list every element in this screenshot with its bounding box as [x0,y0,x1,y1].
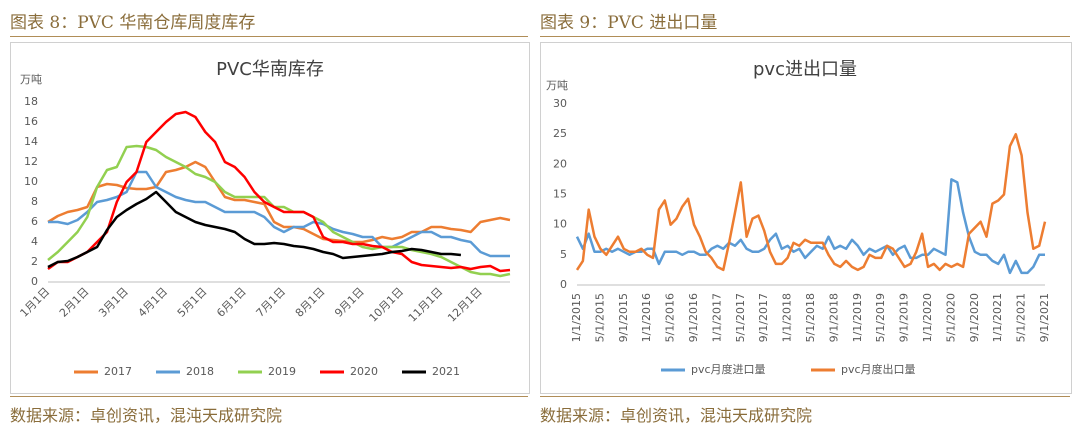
y-tick-label: 8 [31,195,38,208]
x-tick-label: 1/1/2021 [991,293,1004,342]
y-tick-label: 12 [24,155,38,168]
rule [540,396,1070,397]
rule [540,36,1070,37]
x-tick-label: 8月1日 [293,285,328,320]
x-tick-label: 11月1日 [406,285,446,325]
y-axis-label: 万吨 [20,73,42,86]
x-tick-label: 5月1日 [175,285,210,320]
x-tick-label: 1/1/2019 [851,293,864,342]
x-tick-label: 4月1日 [136,285,171,320]
x-tick-label: 9/1/2021 [1038,293,1051,342]
x-tick-label: 9/1/2017 [757,293,770,342]
y-tick-label: 4 [31,235,38,248]
x-tick-label: 10月1日 [367,285,407,325]
legend-label: 2017 [104,365,132,378]
y-tick-label: 18 [24,95,38,108]
legend-label: 2021 [432,365,460,378]
legend-label: 2019 [268,365,296,378]
legend-label: pvc月度进口量 [691,362,766,376]
series-line [47,190,462,269]
y-tick-label: 0 [31,275,38,288]
x-tick-label: 9月1日 [332,285,367,320]
rule [10,396,528,397]
x-tick-label: 1/1/2020 [921,293,934,342]
x-tick-label: 1/1/2015 [570,293,583,342]
x-tick-label: 1/1/2016 [640,293,653,342]
y-tick-label: 10 [553,218,567,231]
caption: 图表 8：PVC 华南仓库周度库存 [10,13,256,33]
y-tick-label: 25 [553,127,567,140]
y-tick-label: 10 [24,175,38,188]
y-tick-label: 16 [24,115,38,128]
y-tick-label: 30 [553,97,567,110]
source: 数据来源：卓创资讯，混沌天成研究院 [10,406,283,425]
legend-label: 2020 [350,365,378,378]
series-line [47,144,511,278]
x-tick-label: 5/1/2017 [734,293,747,342]
x-tick-label: 5/1/2020 [944,293,957,342]
series-line [575,132,1047,272]
chart-frame [540,42,1072,394]
source: 数据来源：卓创资讯，混沌天成研究院 [540,406,813,425]
x-tick-label: 3月1日 [96,285,131,320]
x-tick-label: 5/1/2015 [593,293,606,342]
x-tick-label: 9/1/2019 [898,293,911,342]
x-tick-label: 5/1/2016 [664,293,677,342]
series-line [575,178,1045,275]
rule [10,36,528,37]
chart-title: PVC华南库存 [216,59,324,80]
caption: 图表 9：PVC 进出口量 [540,13,718,33]
x-tick-label: 1/1/2018 [781,293,794,342]
y-tick-label: 6 [31,215,38,228]
legend-label: pvc月度出口量 [841,362,916,376]
x-tick-label: 1/1/2017 [710,293,723,342]
chart-title: pvc进出口量 [753,59,857,80]
legend-label: 2018 [186,365,214,378]
x-tick-label: 7月1日 [254,285,289,320]
y-tick-label: 2 [31,255,38,268]
x-tick-label: 9/1/2016 [687,293,700,342]
x-tick-label: 5/1/2018 [804,293,817,342]
y-tick-label: 20 [553,157,567,170]
series-line [48,170,510,258]
x-tick-label: 5/1/2021 [1015,293,1028,342]
x-tick-label: 6月1日 [214,285,249,320]
series-line [47,110,511,273]
x-tick-label: 12月1日 [445,285,485,325]
y-tick-label: 15 [553,188,567,201]
y-tick-label: 5 [560,248,567,261]
y-tick-label: 0 [560,278,567,291]
x-tick-label: 1月1日 [18,285,53,320]
x-tick-label: 9/1/2020 [968,293,981,342]
y-tick-label: 14 [24,135,38,148]
x-tick-label: 5/1/2019 [874,293,887,342]
x-tick-label: 2月1日 [57,285,92,320]
y-axis-label: 万吨 [546,79,568,92]
x-tick-label: 9/1/2018 [827,293,840,342]
chart-frame [10,42,530,394]
x-tick-label: 9/1/2015 [617,293,630,342]
